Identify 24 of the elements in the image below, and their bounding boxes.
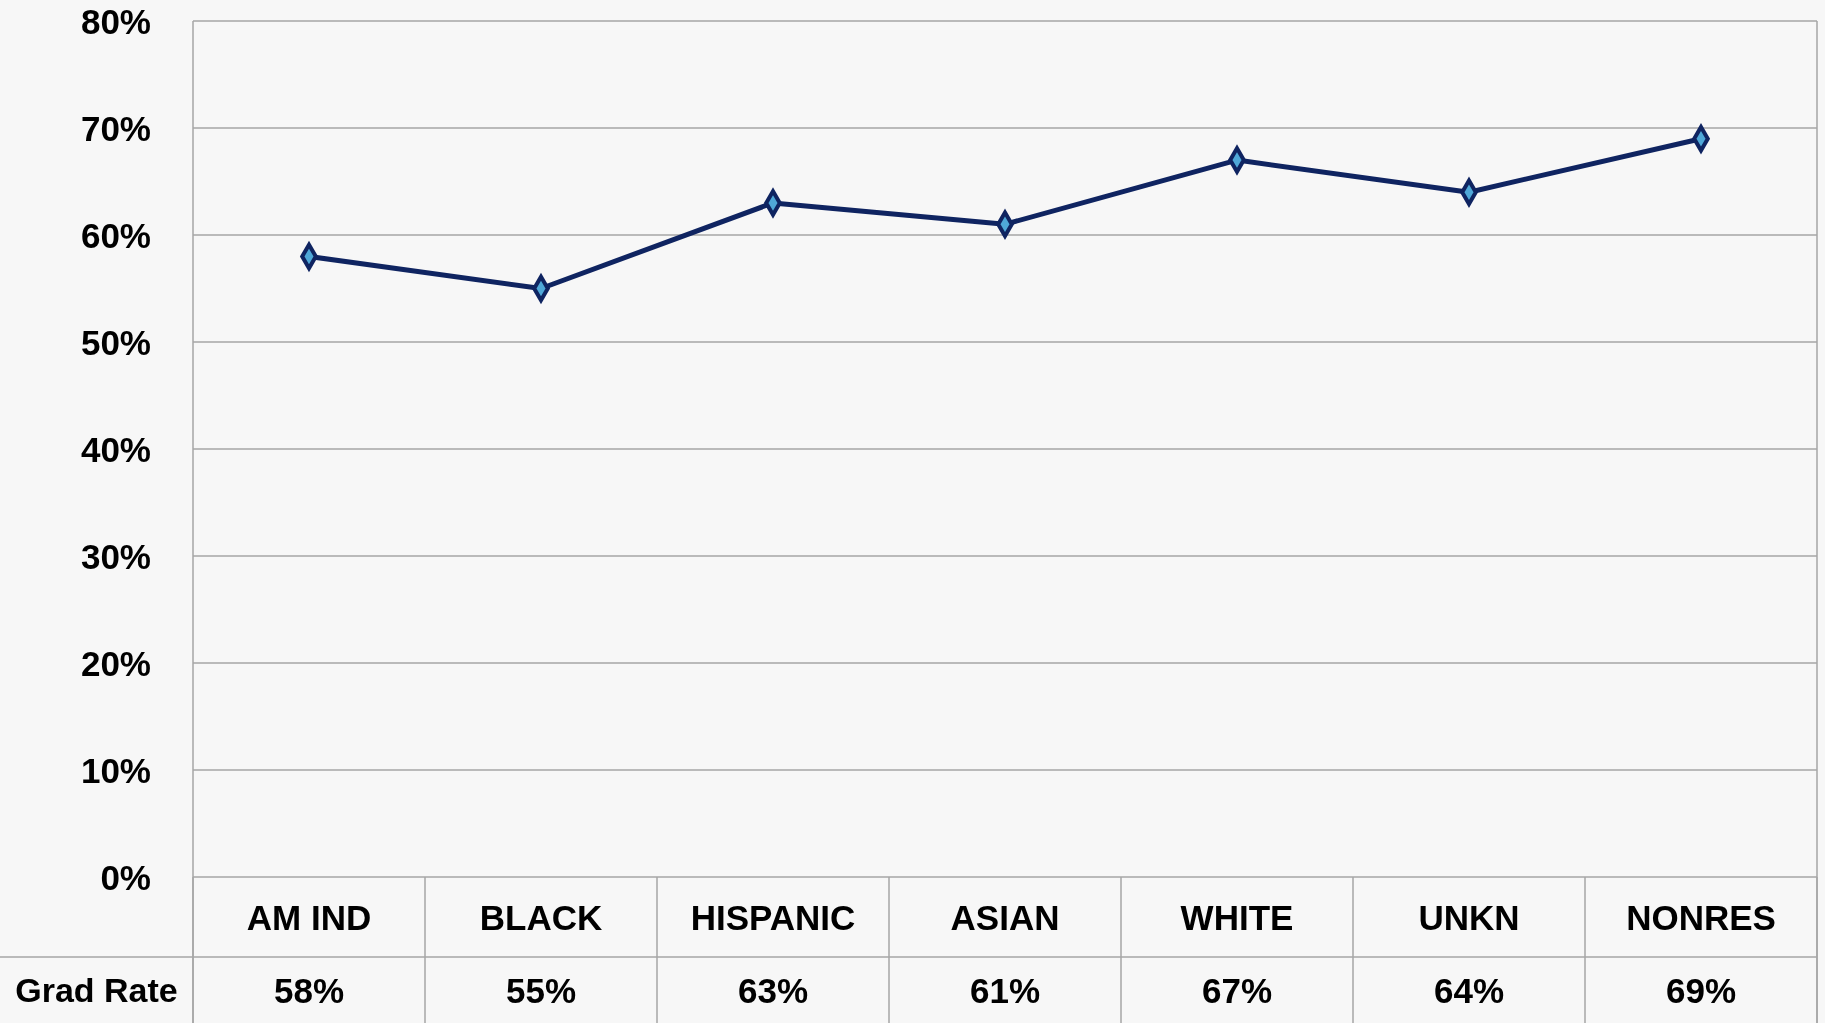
- data-label: 67%: [1201, 970, 1273, 1010]
- x-tick-label: BLACK: [479, 897, 603, 937]
- x-tick-label: ASIAN: [950, 897, 1060, 937]
- data-label: 55%: [505, 970, 577, 1010]
- x-tick-label: HISPANIC: [690, 897, 856, 937]
- x-tick-label: UNKN: [1418, 897, 1520, 937]
- data-label: 69%: [1665, 970, 1737, 1010]
- y-tick-label: 50%: [80, 322, 151, 362]
- data-label: 58%: [273, 970, 345, 1010]
- x-tick-label: AM IND: [246, 897, 372, 937]
- data-label: 61%: [969, 970, 1041, 1010]
- x-tick-label: NONRES: [1626, 897, 1776, 937]
- y-tick-label: 0%: [100, 857, 151, 897]
- y-tick-label: 60%: [80, 215, 151, 255]
- y-tick-label: 20%: [80, 643, 151, 683]
- y-tick-label: 30%: [80, 536, 151, 576]
- x-tick-label: WHITE: [1180, 897, 1294, 937]
- text: Grad Rate: [15, 971, 178, 1009]
- data-label: 64%: [1433, 970, 1505, 1010]
- y-tick-label: 10%: [80, 750, 151, 790]
- y-tick-label: 40%: [80, 429, 151, 469]
- y-tick-label: 70%: [80, 108, 151, 148]
- data-label: 63%: [737, 970, 809, 1010]
- y-tick-label: 80%: [80, 1, 151, 41]
